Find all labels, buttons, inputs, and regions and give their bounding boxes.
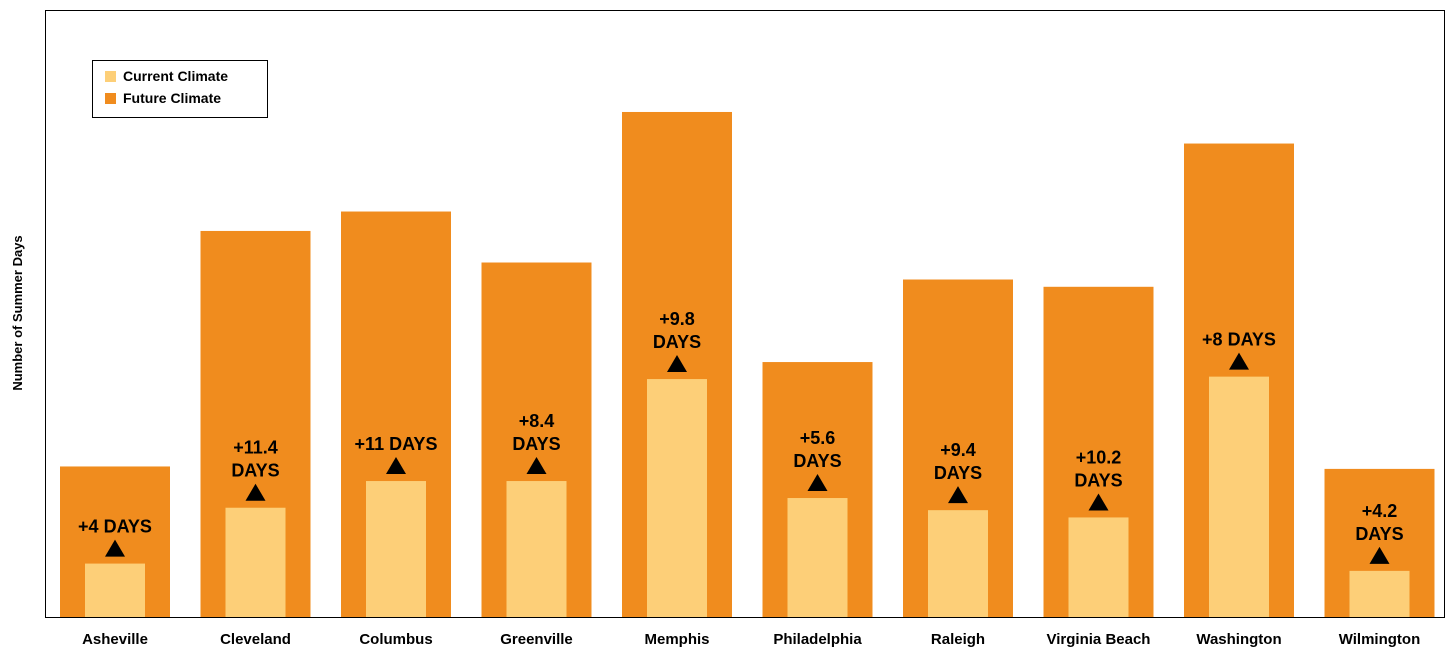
increase-triangle-asheville — [105, 539, 125, 557]
increase-triangle-columbus — [386, 457, 406, 475]
x-tick-cleveland: Cleveland — [220, 631, 291, 648]
legend-swatch-future — [105, 93, 116, 104]
x-tick-labels: Asheville Cleveland Columbus Greenville Memp… — [82, 631, 1420, 648]
x-tick-washington: Washington — [1196, 631, 1281, 648]
annotation-wilmington-line-1: +4.2 — [1362, 501, 1398, 521]
increase-triangle-cleveland — [245, 483, 266, 501]
bar-current-washington — [1209, 376, 1269, 617]
bar-current-raleigh — [928, 510, 988, 617]
x-tick-columbus: Columbus — [359, 631, 432, 648]
bar-current-virginia-beach — [1068, 517, 1129, 617]
bar-current-memphis — [647, 379, 707, 617]
annotation-philadelphia-line-2: DAYS — [793, 451, 841, 471]
annotation-memphis-line-1: +9.8 — [659, 309, 695, 329]
increase-triangle-virginia-beach — [1088, 493, 1109, 511]
annotation-washington-line-1: +8 DAYS — [1202, 330, 1276, 350]
annotation-wilmington-line-2: DAYS — [1355, 524, 1403, 544]
annotation-greenville-line-1: +8.4 — [519, 411, 555, 431]
y-axis-label: Number of Summer Days — [10, 235, 25, 390]
annotation-columbus-line-1: +11 DAYS — [355, 434, 438, 454]
increase-triangle-memphis — [667, 355, 687, 373]
legend: Current Climate Future Climate — [92, 60, 268, 118]
x-tick-asheville: Asheville — [82, 631, 148, 648]
annotation-virginia-beach-line-2: DAYS — [1074, 470, 1122, 490]
x-tick-philadelphia: Philadelphia — [773, 631, 862, 648]
increase-triangle-wilmington — [1369, 546, 1390, 564]
annotation-asheville-line-1: +4 DAYS — [78, 517, 152, 537]
bar-current-philadelphia — [787, 498, 848, 617]
legend-label-current: Current Climate — [123, 68, 228, 84]
annotation-cleveland-line-2: DAYS — [231, 461, 279, 481]
annotation-cleveland-line-1: +11.4 — [233, 438, 278, 458]
x-tick-raleigh: Raleigh — [931, 631, 985, 648]
annotations-group: +4 DAYS +11.4 DAYS +11 DAYS +8.4 DAYS +9.8 DAYS… — [78, 309, 1404, 564]
annotation-greenville-line-2: DAYS — [512, 434, 560, 454]
bar-current-columbus — [366, 481, 426, 617]
annotation-memphis-line-2: DAYS — [653, 332, 701, 352]
bar-current-greenville — [506, 481, 567, 617]
annotation-virginia-beach-line-1: +10.2 — [1076, 447, 1122, 467]
x-tick-virginia-beach: Virginia Beach — [1047, 631, 1151, 648]
bars-group — [60, 111, 1435, 618]
increase-triangle-washington — [1229, 352, 1249, 370]
annotation-raleigh-line-2: DAYS — [934, 463, 982, 483]
x-tick-greenville: Greenville — [500, 631, 573, 648]
bar-current-wilmington — [1349, 570, 1410, 617]
bar-current-asheville — [85, 563, 145, 617]
x-tick-wilmington: Wilmington — [1339, 631, 1421, 648]
annotation-philadelphia-line-1: +5.6 — [800, 428, 836, 448]
legend-swatch-current — [105, 71, 116, 82]
bar-current-cleveland — [225, 507, 286, 617]
increase-triangle-raleigh — [948, 486, 968, 504]
increase-triangle-philadelphia — [807, 474, 828, 492]
plot-frame — [45, 10, 1445, 618]
x-tick-memphis: Memphis — [644, 631, 709, 648]
annotation-raleigh-line-1: +9.4 — [940, 440, 976, 460]
legend-label-future: Future Climate — [123, 90, 221, 106]
increase-triangle-greenville — [526, 457, 547, 475]
legend-box — [92, 60, 268, 118]
